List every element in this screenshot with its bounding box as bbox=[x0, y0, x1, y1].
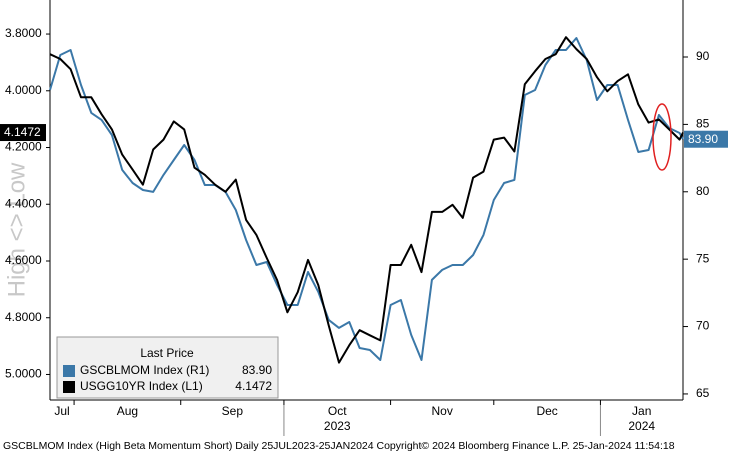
legend-title: Last Price bbox=[140, 346, 194, 360]
last-value-box bbox=[684, 130, 728, 148]
series-line bbox=[49, 36, 684, 364]
year-label: 2023 bbox=[324, 419, 351, 433]
legend-label: GSCBLMOM Index (R1) bbox=[80, 363, 209, 377]
legend-swatch bbox=[63, 365, 75, 377]
x-tick-label: Jan bbox=[632, 404, 651, 418]
y-tick-label: 4.8000 bbox=[5, 310, 42, 324]
last-value-box bbox=[0, 124, 46, 142]
y-tick-label: 4.4000 bbox=[5, 196, 42, 210]
x-tick-label: Jul bbox=[54, 404, 69, 418]
y-tick-label: 4.6000 bbox=[5, 253, 42, 267]
y-tick-label: 4.2000 bbox=[5, 140, 42, 154]
highlight-ellipse bbox=[652, 103, 672, 171]
y2-tick-label: 90 bbox=[696, 49, 710, 63]
y2-tick-label: 80 bbox=[696, 184, 710, 198]
year-label: 2024 bbox=[628, 419, 655, 433]
x-tick-label: Dec bbox=[536, 404, 557, 418]
x-tick-label: Oct bbox=[328, 404, 347, 418]
y-tick-label: 4.0000 bbox=[5, 83, 42, 97]
footer: GSCBLMOM Index (High Beta Momentum Short… bbox=[3, 440, 675, 452]
x-tick-label: Sep bbox=[222, 404, 244, 418]
legend-box bbox=[56, 336, 279, 399]
axis-label: High <> Low bbox=[3, 162, 30, 297]
legend-swatch bbox=[63, 381, 75, 393]
legend-value: 83.90 bbox=[242, 363, 272, 377]
legend-label: USGG10YR Index (L1) bbox=[80, 379, 203, 393]
x-tick-label: Aug bbox=[117, 404, 138, 418]
y2-tick-label: 85 bbox=[696, 117, 710, 131]
y2-tick-label: 70 bbox=[696, 319, 710, 333]
x-tick-label: Nov bbox=[432, 404, 453, 418]
y-tick-label: 3.8000 bbox=[5, 26, 42, 40]
y2-tick-label: 75 bbox=[696, 251, 710, 265]
y-tick-label: 5.0000 bbox=[5, 367, 42, 381]
legend-value: 4.1472 bbox=[235, 379, 272, 393]
last-value-label: 83.90 bbox=[688, 132, 718, 146]
series-line bbox=[49, 37, 684, 361]
y2-tick-label: 65 bbox=[696, 386, 710, 400]
last-value-label: 4.1472 bbox=[4, 125, 41, 139]
